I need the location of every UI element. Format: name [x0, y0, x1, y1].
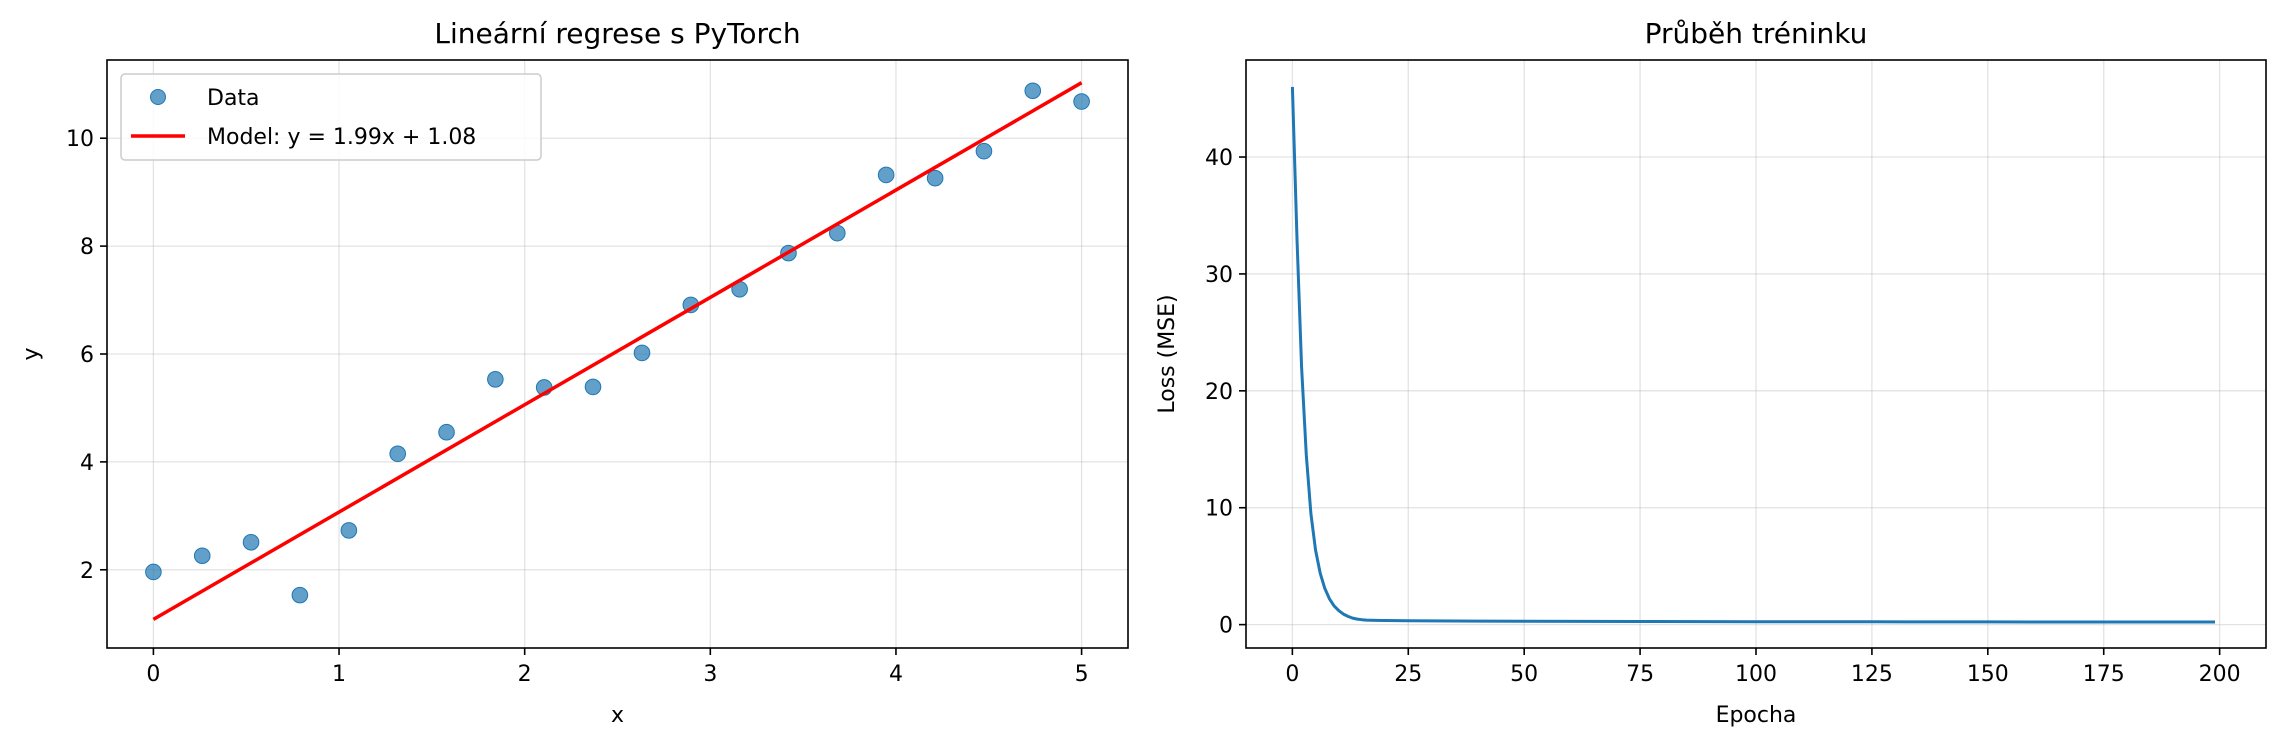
- data-point: [193, 547, 211, 565]
- loss-x-tick-label: 175: [2083, 662, 2125, 687]
- data-point: [1024, 82, 1042, 100]
- legend-label-model: Model: y = 1.99x + 1.08: [207, 125, 476, 150]
- regression-y-tick-label: 8: [80, 235, 94, 260]
- data-point: [242, 533, 260, 551]
- legend-data-marker: [150, 89, 166, 105]
- data-point: [340, 522, 358, 539]
- data-point: [926, 169, 944, 187]
- loss-curve: [1290, 86, 2215, 624]
- loss-x-tick-label: 125: [1851, 662, 1893, 687]
- loss-x-tick-label: 200: [2199, 662, 2241, 687]
- data-point: [584, 378, 602, 396]
- legend-label-data: Data: [207, 86, 260, 111]
- regression-x-tick-label: 0: [146, 662, 160, 687]
- data-point: [975, 142, 993, 160]
- data-point: [389, 445, 407, 463]
- regression-chart-title: Lineární regrese s PyTorch: [434, 17, 800, 50]
- loss-x-tick-label: 0: [1285, 662, 1299, 687]
- regression-y-tick-label: 2: [80, 559, 94, 584]
- regression-x-axis-label: x: [611, 703, 624, 728]
- loss-x-tick-label: 75: [1626, 662, 1654, 687]
- loss-y-tick-label: 0: [1219, 614, 1233, 639]
- model-line: [152, 81, 1083, 621]
- data-point: [438, 423, 455, 441]
- loss-y-axis-label: Loss (MSE): [1155, 294, 1180, 413]
- legend-box: [120, 73, 542, 161]
- regression-y-axis-label: y: [19, 347, 44, 360]
- regression-y-tick-label: 6: [80, 343, 94, 368]
- data-point: [1073, 93, 1090, 110]
- loss-x-tick-label: 100: [1735, 662, 1777, 687]
- loss-x-tick-label: 25: [1394, 662, 1422, 687]
- loss-y-tick-label: 20: [1205, 380, 1233, 405]
- regression-x-tick-label: 2: [518, 662, 532, 687]
- training-loss-chart: 0 25 50 75 100 125 150 175 200 0 10 20 30 40 Průběh t…: [1155, 17, 2267, 728]
- loss-x-axis-label: Epocha: [1716, 703, 1797, 728]
- data-point: [633, 344, 651, 362]
- loss-y-tick-label: 10: [1205, 497, 1233, 522]
- loss-x-tick-label: 150: [1967, 662, 2009, 687]
- regression-x-tick-label: 4: [889, 662, 903, 687]
- loss-y-tick-label: 40: [1205, 146, 1233, 171]
- data-point: [877, 166, 895, 184]
- regression-legend: Data Model: y = 1.99x + 1.08: [120, 73, 542, 161]
- regression-x-tick-label: 3: [703, 662, 717, 687]
- loss-chart-title: Průběh tréninku: [1645, 17, 1868, 50]
- regression-x-tick-label: 1: [332, 662, 346, 687]
- data-point: [291, 586, 309, 604]
- loss-x-tick-label: 50: [1510, 662, 1538, 687]
- regression-y-tick-label: 10: [66, 127, 94, 152]
- regression-y-tick-label: 4: [80, 451, 94, 476]
- loss-y-tick-label: 30: [1205, 263, 1233, 288]
- data-point: [145, 563, 162, 581]
- data-point: [487, 371, 504, 388]
- regression-x-tick-label: 5: [1075, 662, 1089, 687]
